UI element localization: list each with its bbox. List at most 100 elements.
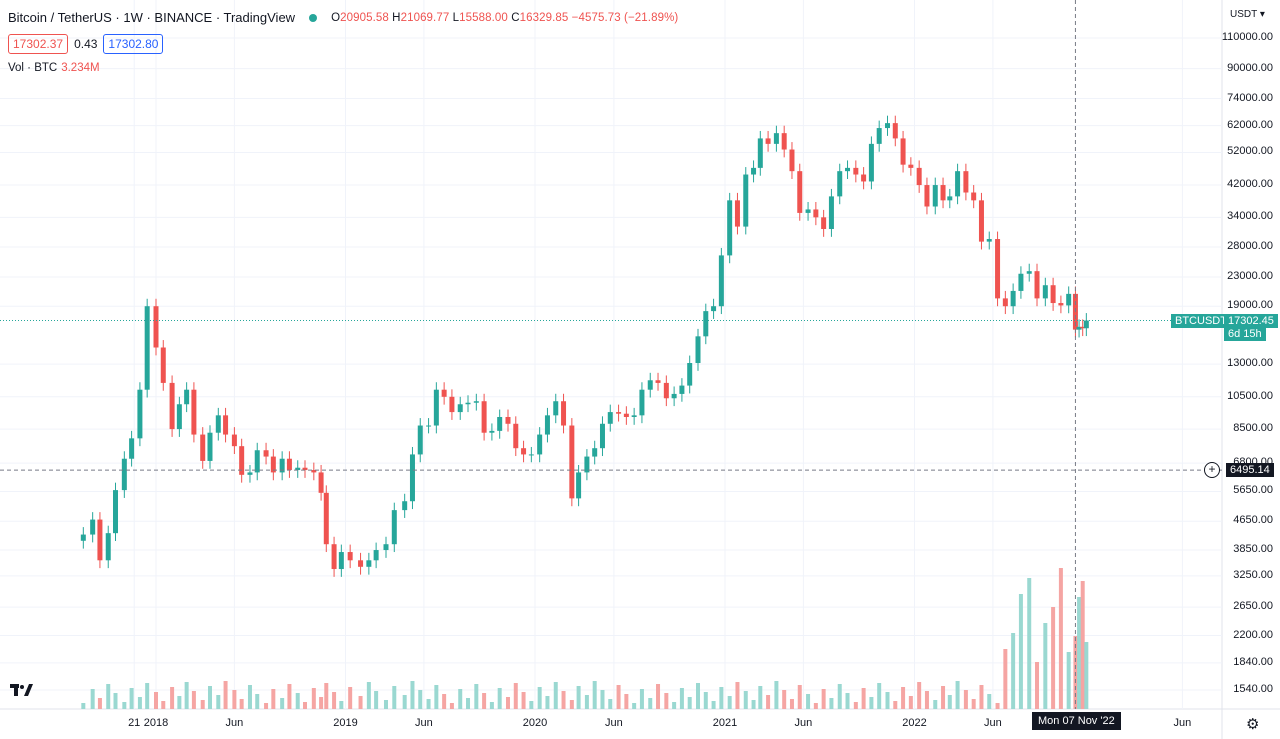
sell-price-button[interactable]: 17302.37 — [8, 34, 69, 54]
volume-bar — [639, 689, 644, 709]
candle-body — [955, 171, 961, 197]
buy-price-button[interactable]: 17302.80 — [103, 34, 164, 54]
price-tick-label: 2200.00 — [1233, 628, 1273, 641]
candle-body — [553, 401, 559, 416]
candle-body — [623, 413, 629, 417]
volume-bar — [845, 693, 850, 709]
volume-bar — [489, 702, 494, 709]
price-tick-label: 28000.00 — [1227, 239, 1273, 252]
volume-bar — [758, 686, 763, 709]
volume-bar — [295, 693, 300, 709]
volume-bar — [474, 684, 479, 709]
price-tick-label: 3250.00 — [1233, 568, 1273, 581]
volume-bar — [358, 696, 363, 709]
candle-body — [561, 401, 567, 426]
volume-bar — [1003, 649, 1008, 709]
time-tick-label: Jun — [415, 717, 433, 729]
volume-bar — [584, 695, 589, 709]
candle-body — [433, 389, 439, 426]
volume-bar — [766, 695, 771, 709]
candle-body — [465, 402, 471, 405]
candle-body — [695, 336, 701, 364]
volume-legend-label: Vol · BTC — [8, 62, 58, 74]
volume-bar — [170, 687, 175, 709]
volume-bar — [1080, 581, 1085, 709]
time-tick-label: Jun — [984, 717, 1002, 729]
ohlc-values: O20905.58 H21069.77 L15588.00 C16329.85 … — [331, 11, 679, 24]
volume-bar — [319, 697, 324, 709]
candle-body — [1066, 293, 1072, 306]
tradingview-logo[interactable] — [10, 682, 34, 698]
volume-bar — [576, 686, 581, 709]
volume-bar — [735, 682, 740, 709]
time-tick-label: Jun — [605, 717, 623, 729]
volume-bar — [177, 696, 182, 709]
candle-body — [607, 412, 613, 424]
candle-body — [908, 164, 914, 168]
candle-body — [113, 490, 119, 534]
volume-bar — [1066, 652, 1071, 709]
price-tick-label: 34000.00 — [1227, 210, 1273, 223]
candle-body — [207, 432, 213, 461]
volume-legend[interactable]: Vol · BTC 3.234M — [8, 62, 100, 74]
volume-bar — [81, 703, 86, 709]
price-tick-label: 4650.00 — [1233, 514, 1273, 527]
plus-circle-icon[interactable]: + — [1204, 462, 1220, 478]
volume-bar — [154, 692, 158, 709]
price-tick-label: 13000.00 — [1227, 357, 1273, 370]
candle-body — [892, 123, 898, 139]
volume-bar — [789, 699, 794, 709]
candle-body — [1018, 273, 1024, 291]
volume-bar — [137, 697, 142, 709]
volume-bar — [853, 702, 858, 709]
volume-bar — [797, 685, 802, 709]
market-status-icon — [309, 13, 318, 22]
candle-body — [473, 401, 479, 403]
volume-bar — [216, 695, 221, 709]
volume-bar — [885, 692, 890, 709]
symbol-tag: BTCUSDT — [1171, 314, 1231, 328]
candle-body — [569, 425, 575, 499]
price-tick-label: 110000.00 — [1221, 31, 1273, 43]
candle-body — [584, 456, 590, 473]
candle-body — [655, 380, 661, 383]
symbol-title[interactable]: Bitcoin / TetherUS · 1W · BINANCE · Trad… — [8, 10, 296, 25]
price-tick-label: 3850.00 — [1233, 543, 1273, 556]
price-tick-label: 90000.00 — [1227, 61, 1273, 74]
volume-bar — [600, 690, 605, 709]
volume-bar — [442, 694, 447, 709]
gear-icon[interactable]: ⚙ — [1246, 716, 1260, 733]
chart-legend: Bitcoin / TetherUS · 1W · BINANCE · Trad… — [8, 10, 678, 25]
volume-bar — [877, 683, 882, 709]
time-tick-label: 21 — [128, 717, 141, 729]
candle-body — [592, 448, 598, 457]
volume-bar — [656, 684, 661, 709]
spread-value: 0.43 — [74, 37, 98, 51]
volume-bar — [1051, 607, 1056, 709]
volume-bar — [941, 686, 946, 709]
candle-body — [263, 450, 269, 457]
volume-bar — [410, 681, 415, 709]
candle-body — [295, 467, 301, 471]
volume-bar — [679, 688, 684, 709]
candle-body — [373, 550, 379, 561]
volume-bar — [719, 687, 724, 709]
candle-body — [821, 217, 827, 229]
volume-bar — [561, 691, 566, 709]
candle-body — [828, 196, 834, 229]
candle-body — [837, 171, 843, 197]
candle-body — [639, 389, 645, 416]
volume-bar — [332, 692, 337, 709]
candle-body — [489, 430, 495, 433]
volume-bar — [963, 690, 968, 709]
volume-bar — [1077, 597, 1082, 709]
volume-bar — [806, 694, 811, 709]
candle-body — [129, 438, 135, 459]
currency-selector[interactable]: USDT ▾ — [1230, 9, 1265, 20]
volume-bar — [933, 700, 938, 709]
volume-bar — [223, 681, 228, 709]
volume-bar — [392, 686, 397, 709]
volume-bar — [113, 693, 118, 709]
candle-body — [528, 454, 534, 456]
